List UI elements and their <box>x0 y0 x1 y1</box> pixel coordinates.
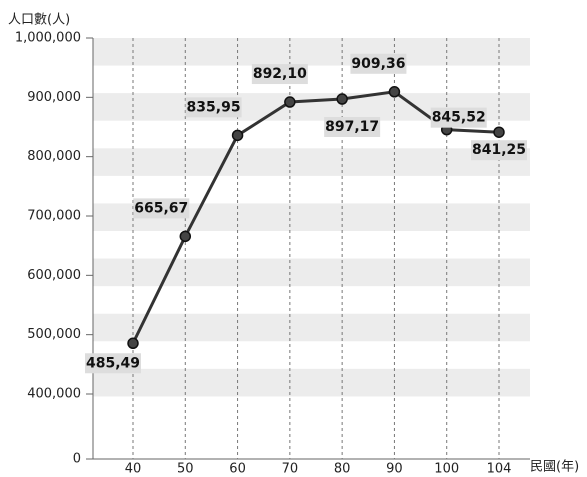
point <box>284 96 296 108</box>
x-tick-label: 104 <box>487 462 512 477</box>
stripe <box>93 148 530 176</box>
point <box>336 93 348 105</box>
value-label: 485,49 <box>86 355 140 371</box>
y-tick-label: 0 <box>73 452 81 467</box>
y-tick-label: 500,000 <box>27 327 81 342</box>
label-box <box>185 97 242 118</box>
point <box>388 86 401 98</box>
y-tick-label: 800,000 <box>27 149 81 164</box>
point <box>179 230 192 243</box>
label-box <box>251 64 308 85</box>
stripe <box>93 258 530 287</box>
label-box <box>133 198 190 219</box>
x-tick-label: 40 <box>125 462 142 477</box>
y-tick-label: 700,000 <box>27 209 81 224</box>
x-tick-label: 60 <box>229 462 246 477</box>
stripe <box>93 38 530 66</box>
value-label: 665,67 <box>134 200 188 216</box>
point <box>493 126 505 138</box>
label-box <box>471 140 527 161</box>
label-box <box>430 107 487 128</box>
value-label: 897,17 <box>325 119 379 135</box>
y-tick-label: 400,000 <box>27 387 81 402</box>
value-label: 909,36 <box>351 56 405 72</box>
point <box>127 337 139 350</box>
label-box <box>350 53 407 74</box>
x-tick-label: 70 <box>282 462 299 477</box>
value-label: 835,95 <box>187 99 241 115</box>
y-tick-label: 1,000,000 <box>15 31 81 46</box>
stripe <box>93 313 530 342</box>
x-tick-label: 80 <box>334 462 351 477</box>
stripe <box>93 368 530 397</box>
label-box <box>324 117 381 138</box>
x-tick-label: 50 <box>177 462 194 477</box>
point <box>231 129 244 142</box>
y-axis-label: 人口數(人) <box>8 13 70 28</box>
value-label: 845,52 <box>432 110 486 126</box>
axis-break <box>92 404 534 420</box>
x-tick-label: 100 <box>434 462 459 477</box>
y-tick-label: 900,000 <box>27 90 81 105</box>
label-box <box>85 353 141 374</box>
x-tick-label: 90 <box>386 462 403 477</box>
value-label: 841,25 <box>472 142 526 158</box>
x-axis-label: 民國(年) <box>530 460 579 475</box>
value-label: 892,10 <box>253 66 307 82</box>
y-tick-label: 600,000 <box>27 268 81 283</box>
